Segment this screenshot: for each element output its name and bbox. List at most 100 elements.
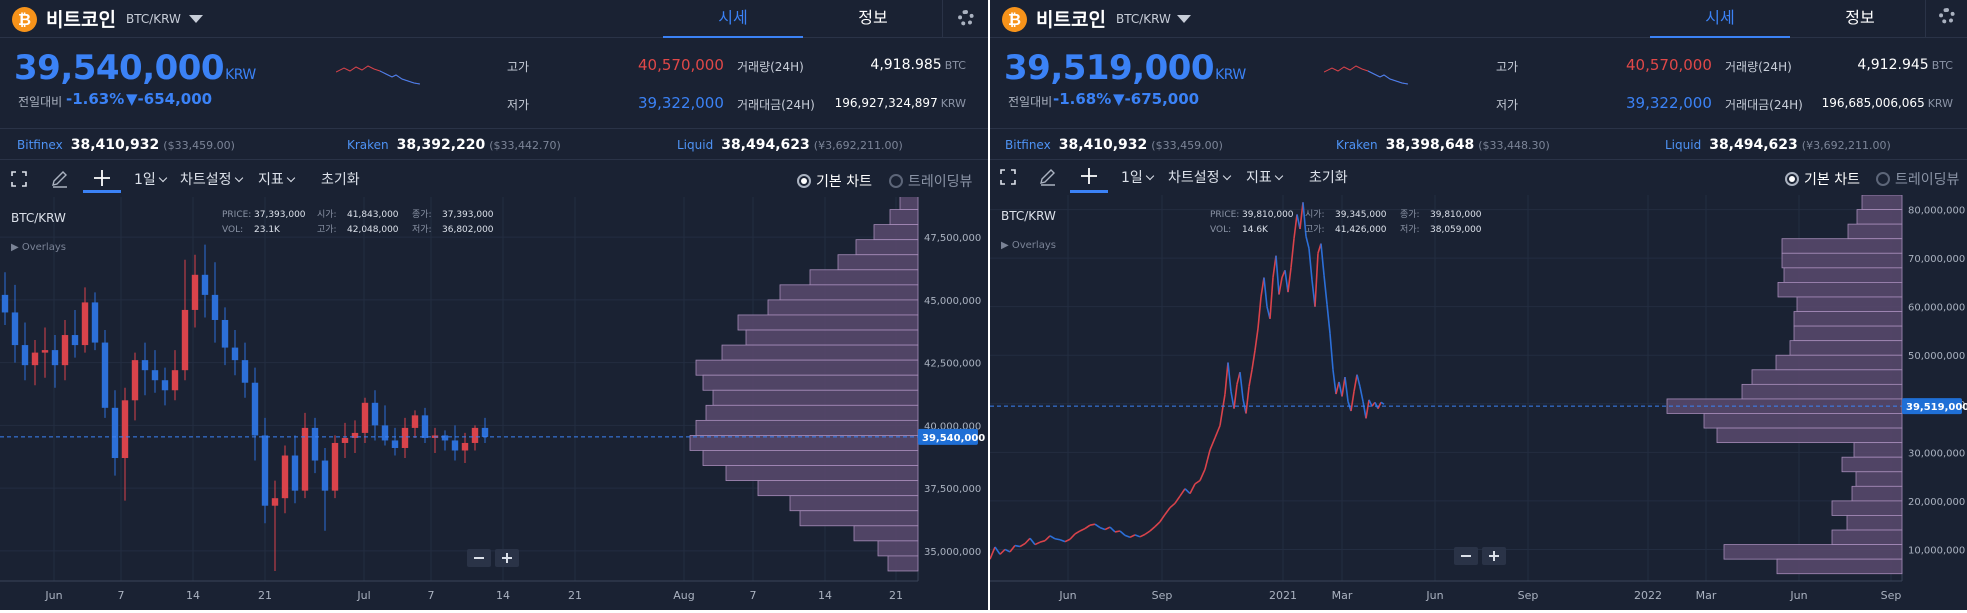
volume-profile-bar xyxy=(1723,544,1903,560)
volume-profile-bar xyxy=(873,224,919,241)
price-segment xyxy=(1332,369,1337,395)
volume-value: 4,918.985 BTC xyxy=(870,57,966,73)
tab-price[interactable]: 시세 xyxy=(663,0,803,38)
chart-settings-dropdown[interactable]: 차트설정 xyxy=(180,169,243,189)
exchange-kraken: Kraken 38,398,648 ($33,448.30) xyxy=(1336,137,1550,153)
price-segment xyxy=(990,546,996,560)
price-segment xyxy=(1305,236,1310,249)
interval-dropdown[interactable]: 1일 xyxy=(134,169,168,189)
crosshair-tool[interactable] xyxy=(1070,163,1108,193)
crosshair-icon xyxy=(1081,168,1097,184)
dropdown-icon[interactable] xyxy=(189,15,203,23)
candle-body xyxy=(341,437,349,443)
interval-dropdown[interactable]: 1일 xyxy=(1121,167,1155,187)
crosshair-tool[interactable] xyxy=(83,163,121,193)
basic-chart-radio[interactable]: 기본 차트 xyxy=(1785,169,1860,189)
pen-icon[interactable] xyxy=(1038,168,1056,186)
candle-body xyxy=(211,294,219,320)
price-segment xyxy=(1209,437,1216,451)
basic-chart-radio[interactable]: 기본 차트 xyxy=(797,171,872,191)
price-segment xyxy=(1251,350,1256,370)
price-segment xyxy=(1144,530,1151,536)
dropdown-icon[interactable] xyxy=(1177,15,1191,23)
volume-profile-bar xyxy=(779,284,919,301)
info-value: 23.1K xyxy=(254,225,281,235)
candle-body xyxy=(241,360,249,383)
price-segment xyxy=(1245,386,1250,414)
info-label: VOL: xyxy=(222,225,243,235)
price-segment xyxy=(1204,449,1211,470)
volume-profile-bar xyxy=(1796,296,1903,312)
volume-profile-bar xyxy=(1781,238,1903,254)
info-value: 37,393,000 xyxy=(442,210,494,220)
tab-price[interactable]: 시세 xyxy=(1650,0,1790,38)
pen-icon[interactable] xyxy=(50,170,68,188)
price-segment xyxy=(1109,526,1116,533)
reset-button[interactable]: 초기화 xyxy=(1309,170,1348,186)
change-percent: -1.63% xyxy=(66,90,125,108)
info-value: 39,810,000 xyxy=(1430,210,1482,220)
y-tick-label: 10,000,000 xyxy=(1908,545,1965,556)
price-segment xyxy=(1341,376,1346,397)
volume-profile-bar xyxy=(702,374,919,391)
exchange-liquid: Liquid 38,494,623 (¥3,692,211.00) xyxy=(677,137,903,153)
price-segment xyxy=(1044,535,1051,542)
price-segment xyxy=(1124,534,1131,539)
candle-body xyxy=(231,347,239,361)
bitcoin-logo-icon: ₿ xyxy=(1002,7,1027,32)
x-tick-label: 21 xyxy=(258,589,272,602)
tab-info[interactable]: 정보 xyxy=(1845,8,1875,27)
indicators-dropdown[interactable]: 지표 xyxy=(1246,167,1284,187)
info-label: 시가: xyxy=(317,209,337,220)
candle-body xyxy=(321,460,329,491)
volume-profile-bar xyxy=(689,435,919,451)
expand-icon[interactable] xyxy=(11,171,27,187)
price-segment xyxy=(1039,539,1046,543)
y-tick-label: 47,500,000 xyxy=(924,233,981,244)
candle-body xyxy=(251,382,259,436)
change-label: 전일대비 xyxy=(18,95,63,109)
tradingview-radio[interactable]: 트레이딩뷰 xyxy=(1876,169,1959,189)
volume-profile-bar xyxy=(837,254,919,271)
candle-body xyxy=(31,352,39,366)
candle-body xyxy=(361,402,369,433)
bitcoin-logo-icon: ₿ xyxy=(12,7,37,32)
candle-body xyxy=(191,274,199,310)
candle-body xyxy=(161,380,169,391)
low-value: 39,322,000 xyxy=(638,94,724,112)
volume-profile-bar xyxy=(1703,413,1903,429)
tradingview-radio[interactable]: 트레이딩뷰 xyxy=(889,171,972,191)
reset-button[interactable]: 초기화 xyxy=(321,172,360,188)
info-label: VOL: xyxy=(1210,225,1231,235)
volume-profile-bar xyxy=(721,344,919,361)
x-tick-label: 14 xyxy=(818,589,832,602)
expand-icon[interactable] xyxy=(1000,169,1016,185)
volume-value: 4,912.945 BTC xyxy=(1857,57,1953,73)
price-chart[interactable]: 80,000,000 70,000,000 60,000,000 50,000,000… xyxy=(990,195,1967,608)
chart-settings-dropdown[interactable]: 차트설정 xyxy=(1168,167,1231,187)
ticker-panel-right: ₿ 비트코인 BTC/KRW 시세 정보 39,519,000KRW 전일대비 … xyxy=(990,0,1967,610)
settings-button[interactable] xyxy=(942,0,988,38)
candlestick-chart[interactable]: 47,500,000 45,000,000 42,500,000 40,000,000… xyxy=(0,197,988,610)
chart-symbol: BTC/KRW xyxy=(1001,209,1056,223)
x-tick-label: Sep xyxy=(1518,589,1539,602)
price-segment xyxy=(1338,381,1343,397)
settings-button[interactable] xyxy=(1925,0,1967,38)
volume-profile-bar xyxy=(695,359,919,376)
header: ₿ 비트코인 BTC/KRW 시세 정보 xyxy=(0,0,988,38)
indicators-dropdown[interactable]: 지표 xyxy=(258,169,296,189)
x-tick-label: 7 xyxy=(118,589,125,602)
amount-label: 거래대금(24H) xyxy=(737,98,815,112)
high-value: 40,570,000 xyxy=(638,56,724,74)
chart-toolbar: 1일 차트설정 지표 초기화 기본 차트 트레이딩뷰 xyxy=(0,163,988,195)
tab-info[interactable]: 정보 xyxy=(858,8,888,27)
info-label: 저가: xyxy=(412,224,432,235)
price-segment xyxy=(1335,381,1340,395)
x-tick-label: Sep xyxy=(1152,589,1173,602)
volume-profile-bar xyxy=(1793,311,1903,327)
candle-body xyxy=(351,432,359,438)
price-segment xyxy=(1359,386,1364,402)
volume-profile-bar xyxy=(745,329,919,346)
price-segment xyxy=(1154,521,1161,528)
price-segment xyxy=(1263,277,1268,307)
